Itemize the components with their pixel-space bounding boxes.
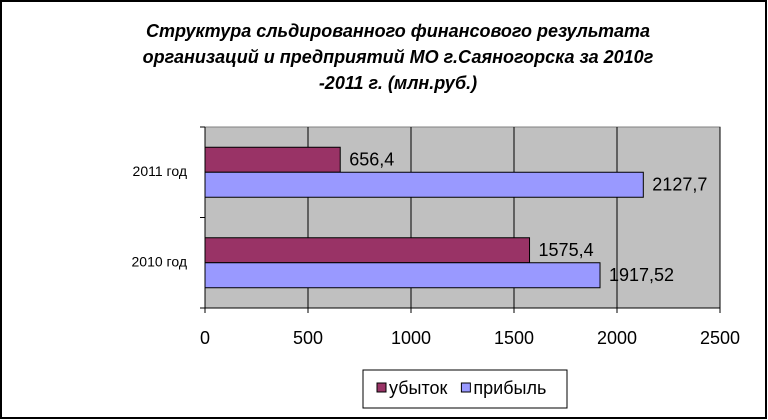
chart-title: -2011 г. (млн.руб.) <box>319 73 477 93</box>
x-tick-label: 1000 <box>391 328 431 348</box>
x-tick-label: 2000 <box>597 328 637 348</box>
x-tick-label: 2500 <box>700 328 740 348</box>
bar <box>204 262 601 289</box>
y-tick-label: 2011 год <box>133 163 187 179</box>
x-tick-label: 0 <box>200 328 210 348</box>
x-tick-label: 500 <box>293 328 323 348</box>
legend-swatch <box>376 382 387 393</box>
chart-title: Структура сльдированного финансового рез… <box>146 21 650 41</box>
legend-swatch <box>460 382 471 393</box>
bar <box>204 237 531 264</box>
bar <box>204 146 341 173</box>
value-label: 1917,52 <box>609 265 674 285</box>
legend-label: прибыль <box>473 378 546 398</box>
value-label: 656,4 <box>349 150 394 170</box>
y-tick-label: 2010 год <box>132 253 187 269</box>
chart-title: организаций и предприятий МО г.Саяногорс… <box>143 47 654 67</box>
value-label: 1575,4 <box>539 240 594 260</box>
x-tick-label: 1500 <box>494 328 534 348</box>
bar <box>204 171 644 198</box>
legend-label: убыток <box>389 378 448 398</box>
value-label: 2127,7 <box>652 175 707 195</box>
